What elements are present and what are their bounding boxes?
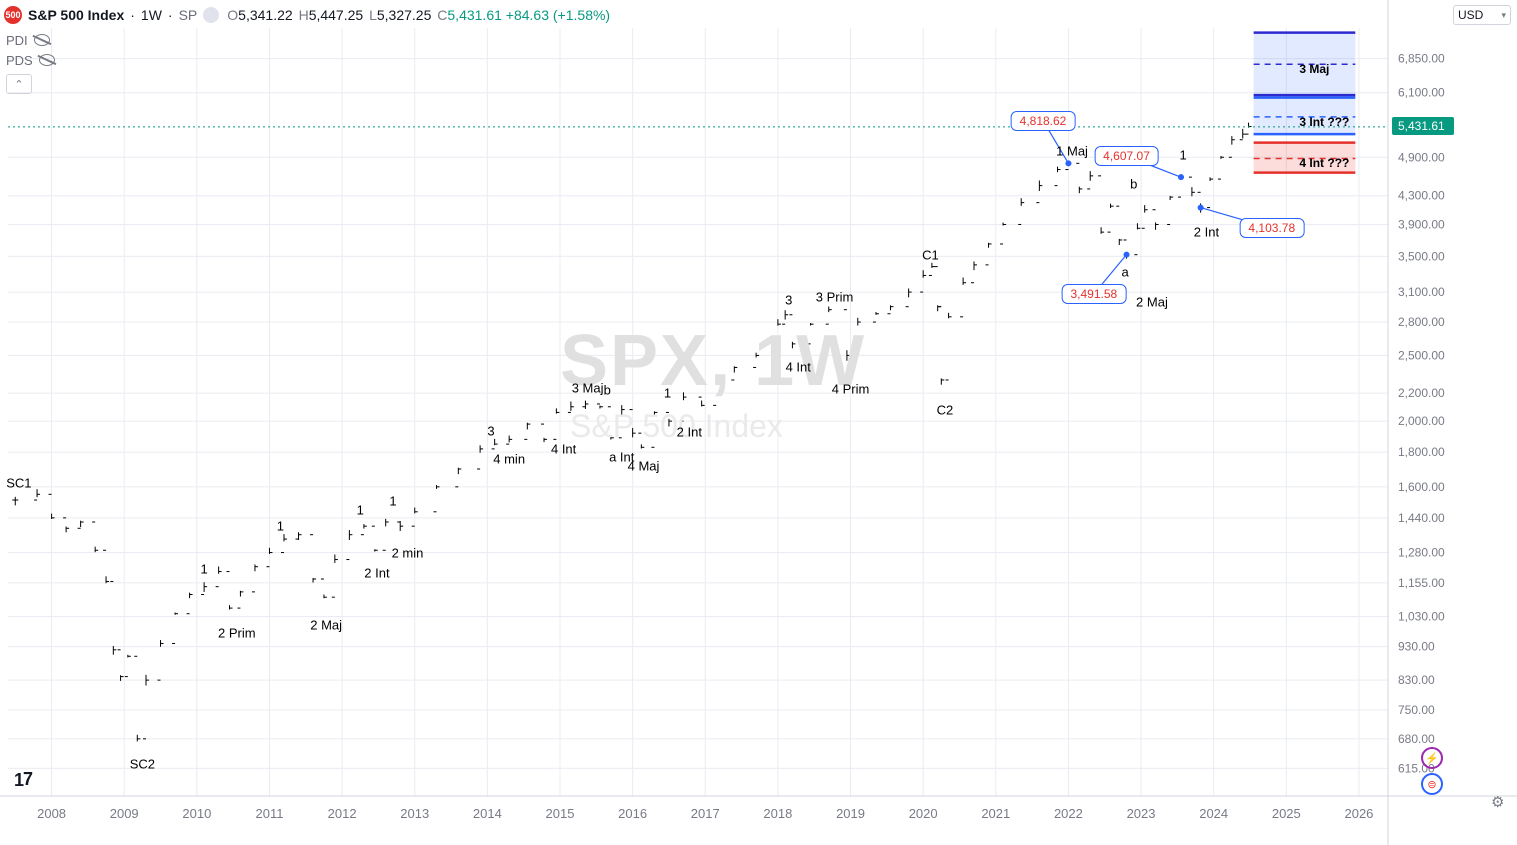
- wave-label[interactable]: C2: [937, 402, 954, 417]
- wave-label[interactable]: C1: [922, 247, 939, 262]
- svg-text:2026: 2026: [1344, 806, 1373, 821]
- svg-text:2025: 2025: [1272, 806, 1301, 821]
- svg-text:1,030.00: 1,030.00: [1398, 610, 1445, 624]
- wave-label[interactable]: 2 Int: [364, 565, 389, 580]
- wave-label[interactable]: 2 Int: [677, 424, 702, 439]
- svg-text:2012: 2012: [328, 806, 357, 821]
- ohlc-readout: O5,341.22 H5,447.25 L5,327.25 C5,431.61 …: [225, 7, 610, 23]
- wave-label[interactable]: 1 Maj: [1056, 143, 1088, 158]
- eye-off-icon[interactable]: [34, 34, 50, 46]
- exchange-label: SP: [179, 7, 198, 23]
- chart-header: 500 S&P 500 Index · 1W · SP O5,341.22 H5…: [4, 4, 610, 26]
- wave-label[interactable]: 2 min: [392, 545, 424, 560]
- interval-label[interactable]: 1W: [141, 7, 162, 23]
- svg-text:1,280.00: 1,280.00: [1398, 546, 1445, 560]
- wave-label[interactable]: 2 Int: [1194, 225, 1219, 240]
- flash-icon[interactable]: ⚡: [1421, 747, 1443, 769]
- symbol-logo: 500: [4, 6, 22, 24]
- svg-text:4,300.00: 4,300.00: [1398, 189, 1445, 203]
- svg-text:2,200.00: 2,200.00: [1398, 386, 1445, 400]
- fib-zone-label: 4 Int ???: [1299, 156, 1349, 170]
- svg-text:1,155.00: 1,155.00: [1398, 576, 1445, 590]
- wave-label[interactable]: 3 Maj: [572, 381, 604, 396]
- wave-label[interactable]: 3: [785, 292, 792, 307]
- wave-label[interactable]: b: [604, 383, 611, 398]
- wave-label[interactable]: 1: [1180, 148, 1187, 163]
- svg-text:1,600.00: 1,600.00: [1398, 480, 1445, 494]
- svg-text:2014: 2014: [473, 806, 502, 821]
- wave-label[interactable]: 4 Prim: [832, 382, 870, 397]
- price-callout[interactable]: 4,103.78: [1239, 218, 1304, 238]
- price-chart[interactable]: 615.00680.00750.00830.00930.001,030.001,…: [0, 0, 1517, 845]
- tradingview-logo[interactable]: 17: [14, 770, 32, 791]
- svg-text:2011: 2011: [255, 806, 283, 821]
- svg-text:2009: 2009: [110, 806, 139, 821]
- wave-label[interactable]: 4 Maj: [628, 458, 660, 473]
- wave-label[interactable]: b: [1130, 176, 1137, 191]
- currency-select[interactable]: USD▾: [1453, 5, 1511, 25]
- svg-text:2015: 2015: [546, 806, 575, 821]
- svg-text:830.00: 830.00: [1398, 673, 1435, 687]
- wave-label[interactable]: 2 Maj: [310, 618, 342, 633]
- svg-text:2018: 2018: [763, 806, 792, 821]
- flag-icon[interactable]: ⊜: [1421, 773, 1443, 795]
- svg-text:2008: 2008: [37, 806, 66, 821]
- price-callout[interactable]: 4,607.07: [1094, 146, 1159, 166]
- wave-label[interactable]: 1: [664, 386, 671, 401]
- svg-text:1,800.00: 1,800.00: [1398, 445, 1445, 459]
- visibility-toggle[interactable]: [203, 7, 219, 23]
- svg-text:3,500.00: 3,500.00: [1398, 249, 1445, 263]
- svg-text:680.00: 680.00: [1398, 732, 1435, 746]
- gear-icon[interactable]: ⚙: [1491, 793, 1511, 813]
- svg-text:930.00: 930.00: [1398, 640, 1435, 654]
- indicator-row[interactable]: PDS: [6, 50, 55, 70]
- wave-label[interactable]: SC2: [130, 756, 155, 771]
- wave-label[interactable]: 3: [487, 423, 494, 438]
- svg-text:2023: 2023: [1127, 806, 1156, 821]
- wave-label[interactable]: 4 Int: [551, 441, 576, 456]
- svg-text:2010: 2010: [182, 806, 211, 821]
- svg-text:2,000.00: 2,000.00: [1398, 414, 1445, 428]
- ohlc-bars: [12, 123, 1251, 742]
- wave-label[interactable]: 1: [200, 562, 207, 577]
- last-price-flag: 5,431.61: [1392, 117, 1454, 135]
- svg-text:1,440.00: 1,440.00: [1398, 511, 1445, 525]
- wave-label[interactable]: 3 Prim: [816, 289, 854, 304]
- svg-text:2019: 2019: [836, 806, 865, 821]
- svg-text:3,900.00: 3,900.00: [1398, 217, 1445, 231]
- wave-label[interactable]: 1: [357, 502, 364, 517]
- fib-zone-label: 3 Maj: [1299, 62, 1329, 76]
- collapse-button[interactable]: ⌃: [6, 74, 32, 94]
- wave-label[interactable]: 1: [277, 519, 284, 534]
- svg-text:2020: 2020: [909, 806, 938, 821]
- svg-text:6,100.00: 6,100.00: [1398, 86, 1445, 100]
- svg-text:2017: 2017: [691, 806, 720, 821]
- svg-text:2021: 2021: [981, 806, 1010, 821]
- svg-text:750.00: 750.00: [1398, 703, 1435, 717]
- wave-label[interactable]: 4 min: [493, 451, 525, 466]
- svg-text:2013: 2013: [400, 806, 429, 821]
- wave-label[interactable]: a: [1121, 264, 1128, 279]
- wave-label[interactable]: 4 Int: [786, 360, 811, 375]
- svg-text:2,500.00: 2,500.00: [1398, 348, 1445, 362]
- wave-label[interactable]: 1: [389, 493, 396, 508]
- eye-off-icon[interactable]: [39, 54, 55, 66]
- chevron-down-icon: ▾: [1501, 10, 1506, 21]
- wave-label[interactable]: SC1: [6, 476, 31, 491]
- svg-text:4,900.00: 4,900.00: [1398, 150, 1445, 164]
- svg-text:3,100.00: 3,100.00: [1398, 285, 1445, 299]
- symbol-name[interactable]: S&P 500 Index: [28, 7, 124, 23]
- indicator-list: PDI PDS ⌃: [6, 30, 55, 94]
- indicator-row[interactable]: PDI: [6, 30, 55, 50]
- wave-label[interactable]: 2 Prim: [218, 625, 256, 640]
- wave-label[interactable]: 2 Maj: [1136, 294, 1168, 309]
- price-callout[interactable]: 4,818.62: [1011, 111, 1076, 131]
- svg-text:2022: 2022: [1054, 806, 1083, 821]
- svg-text:2016: 2016: [618, 806, 647, 821]
- svg-text:2024: 2024: [1199, 806, 1228, 821]
- svg-text:2,800.00: 2,800.00: [1398, 315, 1445, 329]
- fib-zone-label: 3 Int ???: [1299, 115, 1349, 129]
- price-callout[interactable]: 3,491.58: [1061, 284, 1126, 304]
- svg-text:6,850.00: 6,850.00: [1398, 52, 1445, 66]
